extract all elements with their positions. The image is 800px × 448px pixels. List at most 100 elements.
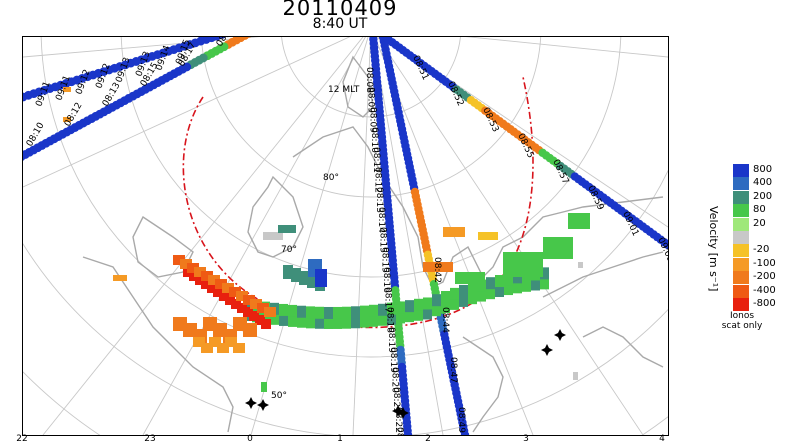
scatter-cell bbox=[324, 318, 333, 329]
track-time-label: 08:21 bbox=[391, 387, 401, 413]
legend-swatch bbox=[733, 231, 749, 244]
scatter-cell bbox=[180, 259, 192, 269]
scatter-cell bbox=[513, 283, 522, 294]
mlt-label: 12 MLT bbox=[328, 85, 360, 95]
scatter-cell bbox=[450, 299, 459, 310]
date-title: 20110409 bbox=[282, 0, 398, 20]
scatter-cell bbox=[540, 279, 549, 290]
scatter-cell bbox=[504, 273, 513, 288]
scatter-cell bbox=[173, 255, 185, 265]
legend-label: -800 bbox=[753, 298, 776, 309]
track-time-label: 08:22 bbox=[393, 407, 403, 433]
x-tick-22: 22 bbox=[16, 434, 28, 444]
satellite-tracks bbox=[23, 37, 668, 435]
scatter-cell bbox=[459, 284, 468, 299]
track-dot bbox=[663, 240, 668, 250]
scatter-cell bbox=[261, 319, 271, 329]
scatter-cell bbox=[441, 290, 450, 305]
scatter-cell bbox=[504, 285, 513, 296]
scatter-cell bbox=[63, 117, 71, 122]
track-time-label: 08:08 bbox=[364, 67, 374, 93]
track-time-label: 08:09 bbox=[367, 107, 377, 133]
scatter-cell bbox=[360, 305, 369, 320]
track-time-label: 08:47 bbox=[448, 357, 458, 383]
legend-label: -20 bbox=[753, 244, 770, 256]
radar-station-marker bbox=[397, 407, 409, 419]
scatter-cell bbox=[423, 262, 453, 272]
scatter-cell bbox=[495, 287, 504, 298]
legend-label: -200 bbox=[753, 271, 776, 283]
scatter-cell bbox=[243, 295, 255, 305]
velocity-legend: 800 400 200 80 20 -20 -100 -200 -400 -800 bbox=[733, 164, 776, 312]
lat-label-50: 50° bbox=[271, 391, 287, 401]
scatter-cell bbox=[229, 287, 241, 297]
track-time-label: 08:12 bbox=[373, 167, 383, 193]
radar-station-marker bbox=[392, 405, 404, 417]
legend-swatch bbox=[733, 257, 749, 271]
track-time-label: 08:09 bbox=[366, 87, 376, 113]
scatter-cell bbox=[486, 289, 495, 300]
track-dot bbox=[23, 92, 28, 102]
auroral-boundary bbox=[182, 76, 534, 329]
scatter-cell bbox=[486, 277, 495, 292]
map-panel: 12 MLT 80° 70° 50° 09:11 09:11 09:12 09:12 0… bbox=[22, 36, 669, 436]
scatter-cell bbox=[568, 213, 590, 229]
scatter-cell bbox=[423, 297, 432, 312]
legend-swatch bbox=[733, 298, 749, 311]
scatter-cell bbox=[414, 310, 423, 321]
legend-label: 800 bbox=[753, 164, 773, 175]
scatter-cell bbox=[279, 315, 288, 326]
scatter-cell bbox=[219, 291, 229, 301]
scatter-cell bbox=[243, 307, 253, 317]
scatter-cell bbox=[478, 232, 498, 240]
radar-station-marker bbox=[245, 397, 257, 409]
legend-label: 400 bbox=[753, 177, 773, 189]
scatter-cell bbox=[441, 302, 450, 313]
scatter-cell bbox=[208, 275, 220, 285]
scatter-cell bbox=[573, 372, 578, 380]
scatter-cell bbox=[315, 318, 324, 329]
legend-swatch bbox=[733, 217, 749, 231]
track-time-label: 08:19 bbox=[215, 37, 237, 49]
scatter-cell bbox=[201, 279, 211, 289]
scatter-cell bbox=[522, 281, 531, 292]
track-dot bbox=[403, 430, 413, 435]
scatter-cell bbox=[222, 283, 234, 293]
scatter-cell bbox=[243, 323, 257, 337]
scatter-cell bbox=[63, 87, 71, 92]
scatter-cell bbox=[450, 287, 459, 302]
ionos-scatter-label: Ionos scat only bbox=[714, 311, 770, 331]
scatter-cell bbox=[217, 343, 229, 353]
scatter-cell bbox=[297, 305, 306, 320]
scatter-cell bbox=[201, 271, 213, 281]
scatter-cell bbox=[209, 337, 221, 347]
scatter-cell bbox=[263, 232, 283, 240]
scatter-cell bbox=[193, 337, 205, 347]
scatter-cell bbox=[255, 315, 265, 325]
scatter-cell bbox=[455, 272, 485, 284]
scatter-cell bbox=[369, 316, 378, 327]
scatter-cell bbox=[468, 294, 477, 305]
scatter-cell bbox=[215, 279, 227, 289]
scatter-cell bbox=[342, 306, 351, 321]
track-time-label: 08:16 bbox=[381, 267, 391, 293]
x-tick-23: 23 bbox=[144, 434, 156, 444]
scatter-cell bbox=[333, 306, 342, 321]
scatter-cell bbox=[249, 311, 259, 321]
scatter-cell bbox=[443, 227, 465, 237]
scatter-cell bbox=[237, 303, 247, 313]
track-time-label: 08:18 bbox=[384, 307, 394, 333]
legend-label: -400 bbox=[753, 284, 776, 296]
scatter-cell bbox=[378, 315, 387, 326]
scatter-cell bbox=[423, 309, 432, 320]
scatter-cell bbox=[540, 267, 549, 282]
legend-swatch bbox=[733, 204, 749, 218]
track-time-label: 08:14 bbox=[376, 207, 386, 233]
track-time-label: 08:20 bbox=[390, 367, 400, 393]
scatter-cell bbox=[578, 262, 583, 268]
scatter-cell bbox=[307, 274, 317, 288]
scatter-cell bbox=[531, 280, 540, 291]
scatter-cell bbox=[351, 306, 360, 321]
legend-label: -100 bbox=[753, 257, 776, 269]
scatter-cell bbox=[291, 268, 301, 282]
